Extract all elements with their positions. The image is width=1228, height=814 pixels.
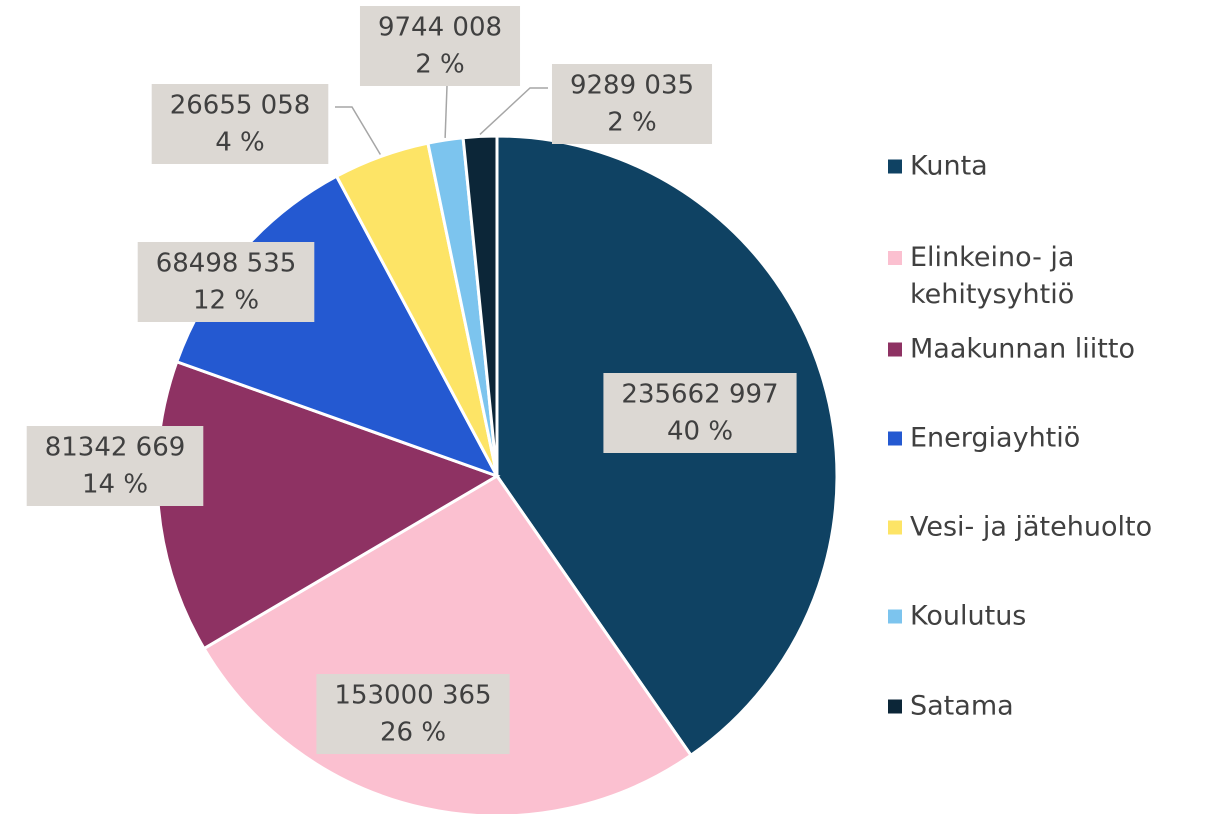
data-label-percent: 12 % xyxy=(193,286,259,316)
data-label-box xyxy=(151,84,329,164)
data-label-percent: 4 % xyxy=(215,128,265,158)
data-label-box xyxy=(603,373,797,453)
leader-line xyxy=(479,87,548,135)
pie xyxy=(155,134,839,814)
legend-item: Satama xyxy=(888,688,1218,725)
legend-label: Energiayhtiö xyxy=(910,422,1081,454)
data-label-percent: 26 % xyxy=(380,718,446,748)
data-label: 9744 008 xyxy=(378,13,502,43)
legend-swatch xyxy=(888,159,902,174)
pie-slice xyxy=(155,359,501,651)
data-label-percent: 2 % xyxy=(415,50,465,80)
data-label-percent: 14 % xyxy=(82,470,148,500)
data-label-percent: 40 % xyxy=(667,417,733,447)
legend-label: Satama xyxy=(910,690,1014,722)
data-label: 235662 997 xyxy=(621,380,778,410)
data-label-box xyxy=(26,426,204,506)
data-labels: 235662 997 40 % 153000 365 26 % 81342 669 14 … xyxy=(26,6,797,754)
legend-swatch xyxy=(888,520,902,535)
legend-item: Maakunnan liitto xyxy=(888,331,1218,368)
legend-swatch xyxy=(888,609,902,624)
legend-label: Vesi- ja jätehuolto xyxy=(910,511,1153,543)
legend-label: Elinkeino- ja kehitysyhtiö xyxy=(910,242,1075,310)
data-label-percent: 2 % xyxy=(607,108,657,138)
legend-item: Koulutus xyxy=(888,598,1218,635)
legend-label: Kunta xyxy=(910,150,988,182)
legend-item: Elinkeino- ja kehitysyhtiö xyxy=(888,239,1218,313)
data-label-box xyxy=(316,674,510,754)
legend-swatch xyxy=(888,431,902,446)
legend-item: Kunta xyxy=(888,148,1218,185)
data-label: 153000 365 xyxy=(334,681,491,711)
data-label: 68498 535 xyxy=(156,249,297,279)
legend-label: Koulutus xyxy=(910,600,1027,632)
legend-item: Energiayhtiö xyxy=(888,420,1218,457)
leader-line xyxy=(444,85,448,138)
data-label: 9289 035 xyxy=(570,71,694,101)
legend-swatch xyxy=(888,699,902,714)
pie-slice xyxy=(461,134,499,477)
data-label: 26655 058 xyxy=(170,91,311,121)
legend-label: Maakunnan liitto xyxy=(910,333,1135,365)
data-label-box xyxy=(551,64,713,144)
data-label: 81342 669 xyxy=(45,433,186,463)
data-label-box xyxy=(359,6,521,86)
legend-swatch xyxy=(888,342,902,357)
legend-item: Vesi- ja jätehuolto xyxy=(888,509,1218,546)
legend-swatch xyxy=(888,251,902,265)
leader-line xyxy=(335,106,382,155)
data-label-box xyxy=(137,242,315,322)
